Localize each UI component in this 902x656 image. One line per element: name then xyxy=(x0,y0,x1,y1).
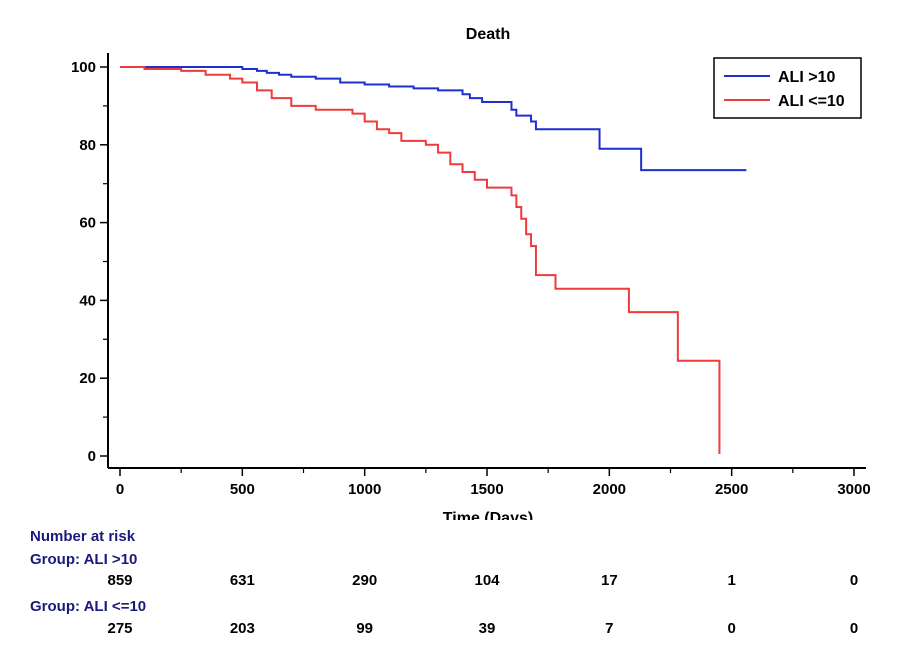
risk-count: 104 xyxy=(474,572,500,589)
risk-table-heading: Number at risk xyxy=(30,528,136,545)
risk-count: 7 xyxy=(605,620,614,637)
x-tick-label: 2000 xyxy=(593,481,626,498)
risk-group-label-2: Group: ALI <=10 xyxy=(30,598,147,615)
x-tick-label: 3000 xyxy=(837,481,870,498)
risk-count: 1 xyxy=(727,572,736,589)
risk-count: 0 xyxy=(849,572,859,589)
risk-count: 17 xyxy=(600,572,618,589)
series-line-2 xyxy=(120,66,721,455)
y-tick-label: 0 xyxy=(88,448,96,465)
risk-count: 99 xyxy=(356,620,373,637)
series-line-1 xyxy=(120,66,747,172)
risk-count: 39 xyxy=(478,620,496,637)
x-tick-label: 1000 xyxy=(348,481,381,498)
y-tick-label: 20 xyxy=(79,370,96,387)
x-tick-label: 2500 xyxy=(715,481,748,498)
legend-box xyxy=(713,57,862,119)
risk-count: 0 xyxy=(727,620,736,637)
legend-label-1: ALI >10 xyxy=(778,69,835,86)
y-tick-label: 40 xyxy=(79,292,96,309)
risk-count: 859 xyxy=(107,572,133,589)
y-tick-label: 60 xyxy=(79,215,96,232)
risk-count: 0 xyxy=(849,620,859,637)
x-tick-label: 500 xyxy=(230,481,255,498)
y-tick-label: 80 xyxy=(79,137,96,154)
chart-title: Death xyxy=(466,26,510,43)
risk-count: 631 xyxy=(229,572,255,589)
legend: ALI >10 ALI <=10 xyxy=(713,57,862,119)
risk-group-label-1: Group: ALI >10 xyxy=(30,551,138,568)
risk-count: 290 xyxy=(352,572,378,589)
x-tick-label: 0 xyxy=(116,481,124,498)
x-axis-label: Time (Days) xyxy=(443,510,533,520)
risk-count: 275 xyxy=(107,620,133,637)
plot-area xyxy=(120,66,747,455)
y-tick-label: 100 xyxy=(71,59,96,76)
x-tick-label: 1500 xyxy=(470,481,503,498)
legend-label-2: ALI <=10 xyxy=(778,93,845,110)
risk-count: 203 xyxy=(229,620,255,637)
